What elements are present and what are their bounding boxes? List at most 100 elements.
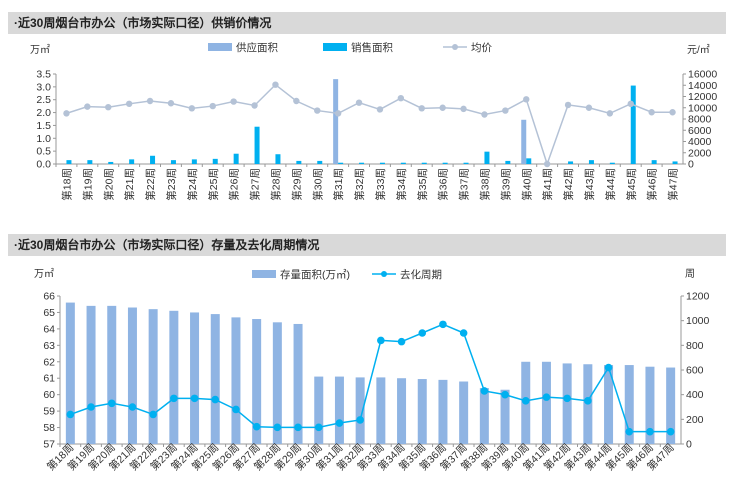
chart1-bar-2 — [651, 160, 657, 164]
chart2-line-point — [459, 329, 468, 337]
chart1-bar-2 — [609, 162, 615, 164]
chart2-y-left-tick-label: 65 — [43, 307, 55, 319]
chart1-line-point — [272, 81, 279, 88]
chart1-line-point — [376, 106, 384, 113]
chart1-line-point — [125, 100, 133, 108]
chart1-x-tick-label: 第28周 — [269, 168, 282, 201]
chart2-line-point — [232, 405, 240, 414]
chart2-bar-1 — [459, 381, 469, 444]
chart2-line-point — [584, 397, 592, 405]
chart2-bar-1 — [417, 379, 427, 444]
chart1-line-point — [355, 99, 363, 106]
chart1-x-tick-label: 第23周 — [165, 168, 178, 201]
chart2-bar-1 — [107, 305, 117, 444]
chart1-line-point — [669, 109, 676, 116]
chart1-bar-2 — [150, 155, 156, 164]
chart1-x-tick-label: 第26周 — [228, 168, 241, 201]
chart1-x-tick-label: 第20周 — [102, 168, 115, 201]
chart1-x-tick-label: 第34周 — [395, 168, 408, 201]
chart2-line-point — [294, 423, 302, 432]
chart2-bar-1 — [148, 309, 158, 444]
chart1-bar-2 — [317, 160, 323, 164]
chart2-y-left-tick-label: 61 — [43, 373, 55, 385]
chart1-line-point — [63, 110, 70, 117]
chart1-bar-2 — [254, 126, 260, 164]
chart2-line-point — [646, 427, 654, 436]
chart1-line-point — [397, 94, 405, 102]
chart1-line-point — [585, 104, 593, 111]
chart1-x-tick-label: 第45周 — [625, 168, 638, 201]
chart2-line-point — [314, 423, 323, 432]
chart1-line-point — [334, 110, 342, 117]
chart2-line-point — [542, 393, 551, 401]
chart1-line-point — [502, 107, 509, 114]
chart1-y-right-tick-label: 4000 — [688, 136, 712, 148]
chart1-y-right-unit: 元/㎡ — [687, 44, 710, 56]
chart2-line-point — [521, 397, 530, 405]
chart1-bar-2 — [170, 160, 176, 164]
chart2-bar-1 — [231, 317, 241, 444]
chart1-y-right-tick-label: 0 — [688, 159, 694, 171]
chart1-line-point — [167, 100, 175, 107]
chart2-line-point — [604, 363, 613, 372]
chart1-y-left-tick-label: 0.0 — [36, 159, 51, 171]
chart1-x-tick-label: 第21周 — [123, 168, 136, 201]
chart2-y-left-tick-label: 59 — [43, 406, 55, 418]
chart2-line-point — [107, 399, 116, 408]
chart1-line-point — [105, 103, 112, 111]
chart2-line-point — [149, 410, 157, 419]
chart1-y-right-tick-label: 2000 — [688, 147, 712, 159]
chart2-line-point — [335, 419, 344, 427]
chart1-y-left-tick-label: 0.5 — [36, 146, 51, 158]
chart1-line-point — [648, 109, 655, 116]
chart1-line-point — [209, 102, 216, 110]
chart1-x-tick-label: 第19周 — [81, 168, 94, 201]
chart1-line-1 — [66, 83, 673, 167]
chart1-y-left-tick-label: 1.5 — [36, 120, 51, 132]
chart1-line-point — [418, 105, 425, 112]
chart1-line-point — [606, 110, 614, 117]
chart2-line-point — [480, 387, 489, 395]
chart1-x-tick-label: 第29周 — [290, 168, 303, 201]
chart2-bar-1 — [190, 312, 200, 444]
chart1-y-left-tick-label: 2.0 — [36, 107, 51, 119]
chart2-legend-swatch-1 — [252, 270, 276, 278]
chart2-bar-1 — [624, 365, 634, 444]
chart2-bar-1 — [376, 377, 386, 444]
chart1-legend-swatch-1 — [208, 43, 232, 51]
chart2-bar-1 — [438, 379, 448, 444]
chart1-x-tick-label: 第35周 — [416, 168, 429, 201]
chart1-bar-2 — [588, 160, 594, 164]
chart1-bar-2 — [630, 85, 636, 164]
chart1-line-point — [564, 101, 572, 109]
chart2-legend-marker-2 — [381, 271, 387, 277]
chart1-legend-swatch-2 — [323, 43, 347, 51]
chart2-title: ·近30周烟台市办公（市场实际口径）存量及去化周期情况 — [8, 234, 726, 256]
chart1-x-tick-label: 第33周 — [374, 168, 387, 201]
chart1-y-right-tick-label: 12000 — [688, 91, 717, 103]
chart2-line-point — [418, 329, 427, 337]
chart1-legend-marker-3 — [452, 44, 458, 50]
chart2-line-point — [625, 427, 634, 436]
chart1-x-tick-label: 第46周 — [646, 168, 659, 201]
chart1-x-tick-label: 第31周 — [332, 168, 345, 201]
chart1-y-right-tick-label: 14000 — [688, 80, 717, 92]
chart2-line-point — [252, 422, 261, 431]
chart2-bar-1 — [293, 323, 303, 444]
chart1-y-right-tick-label: 10000 — [688, 102, 717, 114]
chart1-line-point — [627, 100, 634, 108]
chart2-line-point — [356, 416, 364, 424]
chart1-bar-1 — [521, 119, 527, 164]
chart2-y-right-tick-label: 400 — [686, 389, 704, 401]
chart2-line-point — [128, 403, 137, 411]
chart1-x-tick-label: 第37周 — [458, 168, 471, 201]
chart1-x-tick-label: 第18周 — [60, 168, 73, 201]
chart2-bar-1 — [604, 365, 614, 444]
chart2-bar-1 — [541, 361, 551, 444]
chart1-legend-label-2: 销售面积 — [351, 41, 393, 54]
chart1-bar-2 — [672, 161, 678, 164]
chart2-line-point — [87, 403, 95, 411]
chart2-line-point — [211, 395, 220, 404]
chart2-y-left-tick-label: 58 — [43, 422, 55, 434]
chart1-bar-2 — [400, 162, 406, 164]
